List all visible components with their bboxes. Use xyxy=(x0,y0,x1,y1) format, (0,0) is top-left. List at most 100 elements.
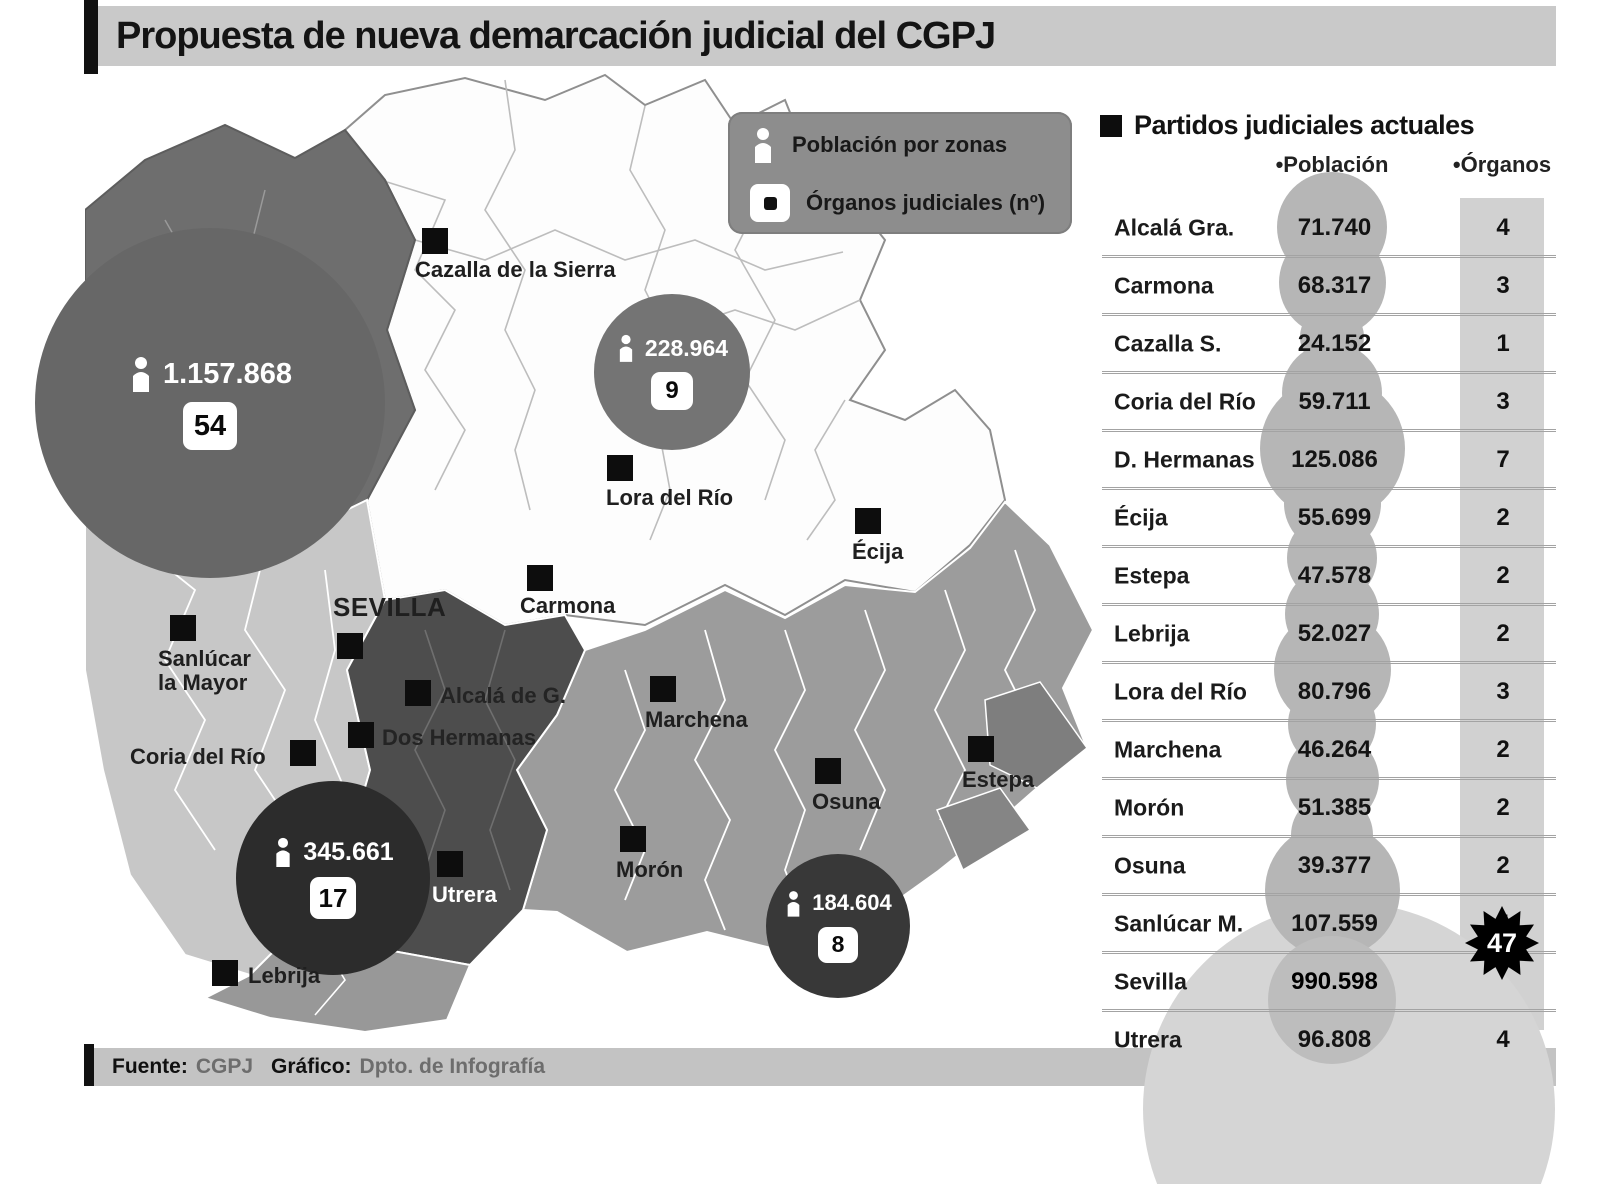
title-accent-bar xyxy=(84,0,98,74)
zone-organs-box: 54 xyxy=(183,402,237,450)
map-marker-utrera xyxy=(437,851,463,877)
map-label-sevilla: SEVILLA xyxy=(333,592,447,622)
map-marker-sanlucar xyxy=(170,615,196,641)
table-row: Écija 55.699 2 xyxy=(1102,487,1556,545)
map-marker-lebrija xyxy=(212,960,238,986)
zone-bubble-north: 228.964 9 xyxy=(594,294,750,450)
map-label-estepa: Estepa xyxy=(962,767,1035,792)
map-marker-dos-hermanas xyxy=(348,722,374,748)
source-label: Fuente: xyxy=(112,1055,188,1078)
map-label-alcala: Alcalá de G. xyxy=(440,683,566,708)
map-label-lebrija: Lebrija xyxy=(248,963,321,988)
map-label-ecija: Écija xyxy=(852,539,904,564)
legend-population-label: Población por zonas xyxy=(792,132,1008,157)
population-bubble xyxy=(1265,823,1400,958)
map-inner-borders-south xyxy=(414,629,516,891)
footer-accent-bar xyxy=(84,1044,94,1086)
person-icon xyxy=(276,837,290,867)
zone-organs-box: 17 xyxy=(310,877,356,919)
map-label-cazalla: Cazalla de la Sierra xyxy=(415,257,616,282)
district-population: 52.027 xyxy=(1297,619,1372,647)
map-marker-marchena xyxy=(650,676,676,702)
district-population: 51.385 xyxy=(1297,793,1372,821)
map-label-marchena: Marchena xyxy=(645,707,748,732)
district-organs: 3 xyxy=(1496,271,1510,299)
district-name: Cazalla S. xyxy=(1114,330,1222,356)
table-row: Osuna 39.377 2 xyxy=(1102,835,1556,893)
table-row: D. Hermanas 125.086 7 xyxy=(1102,429,1556,487)
district-name: Carmona xyxy=(1114,272,1214,298)
district-name: Osuna xyxy=(1114,852,1186,878)
zone-organs-box: 8 xyxy=(818,926,858,963)
column-header-organs: •Órganos xyxy=(1452,152,1552,177)
map-marker-estepa xyxy=(968,736,994,762)
district-name: D. Hermanas xyxy=(1114,446,1255,472)
table-title: Partidos judiciales actuales xyxy=(1100,110,1475,141)
source-value: CGPJ xyxy=(195,1055,254,1078)
table-row: Estepa 47.578 2 xyxy=(1102,545,1556,603)
map-marker-moron xyxy=(620,826,646,852)
district-name: Sevilla xyxy=(1114,968,1187,994)
map-marker-osuna xyxy=(815,758,841,784)
map-inner-borders-southeast xyxy=(613,549,1036,931)
map-marker-coria xyxy=(290,740,316,766)
map-marker-carmona xyxy=(527,565,553,591)
district-organs: 2 xyxy=(1496,851,1510,879)
district-name: Alcalá Gra. xyxy=(1114,214,1235,240)
zone-bubble-south-central: 345.661 17 xyxy=(236,781,430,975)
district-name: Marchena xyxy=(1114,736,1222,762)
district-population: 39.377 xyxy=(1297,851,1372,879)
map-label-moron: Morón xyxy=(616,857,684,882)
district-organs: 7 xyxy=(1496,445,1510,473)
district-organs: 2 xyxy=(1496,793,1510,821)
map-marker-cazalla xyxy=(422,228,448,254)
table-row: Alcalá Gra. 71.740 4 xyxy=(1102,200,1556,255)
zone-population: 1.157.868 xyxy=(162,357,292,390)
district-population: 107.559 xyxy=(1291,909,1378,937)
starburst-icon xyxy=(1465,906,1539,980)
district-population: 47.578 xyxy=(1297,561,1372,589)
zone-population: 228.964 xyxy=(644,334,729,361)
table-row: Sanlúcar M. 107.559 4 xyxy=(1102,893,1556,951)
sevilla-organs-starburst: 47 xyxy=(1464,905,1540,981)
table-row: Lebrija 52.027 2 xyxy=(1102,603,1556,661)
zone-population: 184.604 xyxy=(812,890,892,915)
sevilla-organs-value: 47 xyxy=(1486,927,1518,958)
credit-value: Dpto. de Infografía xyxy=(359,1055,546,1078)
table-row: Marchena 46.264 2 xyxy=(1102,719,1556,777)
title-band: Propuesta de nueva demarcación judicial … xyxy=(98,6,1556,66)
map-label-carmona: Carmona xyxy=(520,593,616,618)
district-name: Lebrija xyxy=(1114,620,1190,646)
district-population: 71.740 xyxy=(1297,213,1372,241)
district-name: Morón xyxy=(1114,794,1185,820)
district-organs: 4 xyxy=(1496,213,1510,241)
person-icon xyxy=(787,890,800,917)
map-zone-east-dark-patch-2 xyxy=(935,787,1032,872)
zone-population: 345.661 xyxy=(303,837,394,866)
district-name: Utrera xyxy=(1114,1026,1182,1052)
judicial-districts-table: Alcalá Gra. 71.740 4 Carmona 68.317 3 Ca… xyxy=(1102,200,1556,1067)
district-organs: 2 xyxy=(1496,503,1510,531)
person-icon xyxy=(619,334,633,362)
district-population: 125.086 xyxy=(1291,445,1378,473)
zone-bubble-southeast: 184.604 8 xyxy=(766,854,910,998)
organs-box-icon xyxy=(750,184,790,222)
district-population: 24.152 xyxy=(1297,329,1372,357)
legend-organs-label: Órganos judiciales (nº) xyxy=(806,190,1046,215)
district-population: 46.264 xyxy=(1297,735,1372,763)
table-row-sevilla: Sevilla 990.598 47 xyxy=(1102,951,1556,1009)
district-organs: 4 xyxy=(1496,1025,1510,1053)
district-name: Lora del Río xyxy=(1114,678,1247,704)
map-marker-sevilla xyxy=(337,633,363,659)
map-marker-alcala xyxy=(405,680,431,706)
map-label-sanlucar: Sanlúcar la Mayor xyxy=(158,646,251,695)
district-organs: 2 xyxy=(1496,619,1510,647)
table-row: Cazalla S. 24.152 1 xyxy=(1102,313,1556,371)
table-row: Coria del Río 59.711 3 xyxy=(1102,371,1556,429)
district-population: 990.598 xyxy=(1291,967,1378,995)
map-label-utrera: Utrera xyxy=(432,882,497,907)
district-organs: 3 xyxy=(1496,677,1510,705)
district-population: 96.808 xyxy=(1297,1025,1372,1053)
organs-column-band xyxy=(1460,198,1544,1030)
